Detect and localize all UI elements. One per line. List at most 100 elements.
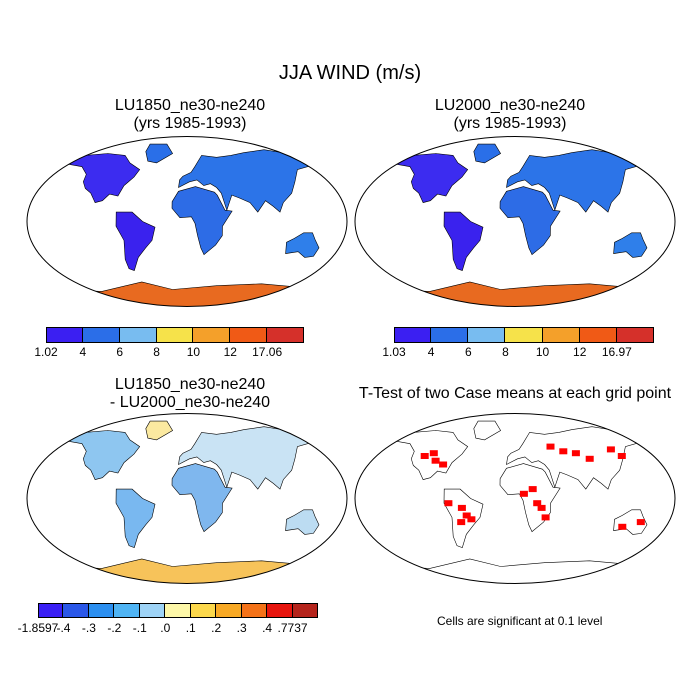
colorbar-tick-label: 8 (153, 345, 160, 359)
wind-map-lu1850 (26, 136, 348, 307)
continent-northAmerica (388, 153, 469, 203)
continent-greenland (473, 420, 502, 441)
colorbar-swatch (267, 603, 293, 618)
continent-southAmerica (443, 488, 484, 548)
colorbar-swatch (82, 327, 120, 343)
significant-cell (429, 450, 438, 457)
colorbar-swatch (616, 327, 654, 343)
colorbar-tick-label: .3 (236, 621, 247, 635)
significant-cell (537, 504, 546, 511)
panel-title-lu1850: LU1850_ne30-ne240 (yrs 1985-1993) (114, 97, 266, 132)
continent-northAmerica (388, 430, 469, 480)
significant-cell (444, 500, 453, 507)
colorbar-swatch (193, 327, 231, 343)
significant-cell (467, 516, 476, 523)
colorbar-tick-label: 12 (223, 345, 237, 359)
continent-southAmerica (443, 211, 484, 271)
panel-title-ttest: T-Test of two Case means at each grid po… (358, 385, 672, 402)
colorbar-tick-label: 6 (464, 345, 472, 359)
colorbar-tick-label: .7737 (277, 621, 308, 635)
ttest-significance-map (354, 413, 676, 584)
continent-eurasia (178, 149, 322, 213)
colorbar-tick-label: 4 (79, 345, 87, 359)
continent-northAmerica (60, 430, 141, 480)
colorbar-lu1850 (46, 327, 304, 343)
colorbar-tick-label: -.1 (132, 621, 147, 635)
colorbar-swatch (156, 327, 194, 343)
colorbar-tick-label: 6 (116, 345, 124, 359)
colorbar-tick-label: 10 (186, 345, 201, 359)
significant-cell (541, 514, 550, 521)
significant-cell (457, 504, 466, 511)
continent-southAmerica (115, 488, 156, 548)
continent-northAmerica (60, 153, 141, 203)
colorbar-swatch (292, 603, 318, 618)
figure-title: JJA WIND (m/s) (278, 62, 422, 84)
colorbar-tick-label: .2 (211, 621, 222, 635)
colorbar-swatch (119, 327, 157, 343)
colorbar-tick-label: -1.8597 (17, 621, 59, 635)
colorbar-labels-lu2000: 1.03 4 6 8 10 12 16.97 (382, 345, 654, 361)
panel-title-difference: LU1850_ne30-ne240 - LU2000_ne30-ne240 (109, 376, 271, 411)
colorbar-tick-label: 12 (573, 345, 587, 359)
continent-africa (171, 463, 233, 533)
colorbar-tick-label: 4 (427, 345, 435, 359)
colorbar-swatch (63, 603, 89, 618)
colorbar-swatch (165, 603, 191, 618)
continent-antarctica (56, 281, 318, 307)
colorbar-tick-label: 10 (535, 345, 550, 359)
colorbar-tick-label: 1.03 (382, 345, 406, 359)
colorbar-swatch (579, 327, 617, 343)
colorbar-swatch (267, 327, 304, 343)
colorbar-tick-label: -.3 (81, 621, 96, 635)
colorbar-swatch (216, 603, 242, 618)
colorbar-swatch (505, 327, 543, 343)
wind-difference-map (26, 413, 348, 584)
colorbar-swatch (431, 327, 469, 343)
significant-cell (636, 519, 645, 526)
significant-cell (439, 461, 448, 468)
colorbar-tick-label: .4 (262, 621, 273, 635)
colorbar-tick-label: 17.06 (252, 345, 283, 359)
significant-cell (617, 453, 626, 459)
significant-cell (431, 457, 440, 464)
significance-note: Cells are significant at 0.1 level (437, 614, 603, 628)
significant-cell (462, 512, 471, 519)
significant-cell (618, 523, 627, 530)
colorbar-swatch (230, 327, 268, 343)
colorbar-tick-label: 16.97 (601, 345, 632, 359)
significant-cell (420, 453, 429, 459)
colorbar-swatch (114, 603, 140, 618)
colorbar-labels-difference: -1.8597 -.4 -.3 -.2 -.1 .0 .1 .2 .3 .4 .7737 (18, 621, 318, 637)
significant-cell (559, 448, 568, 455)
colorbar-swatch (139, 603, 166, 618)
significant-cell (585, 455, 594, 462)
continent-africa (499, 186, 561, 256)
colorbar-swatch (394, 327, 432, 343)
colorbar-tick-label: -.4 (56, 621, 71, 635)
wind-map-lu2000 (354, 136, 676, 307)
significant-cell (528, 486, 537, 493)
significant-cell (606, 446, 615, 453)
colorbar-labels-lu1850: 1.02 4 6 8 10 12 17.06 (34, 345, 304, 361)
continent-eurasia (506, 149, 650, 213)
significant-cell (519, 490, 528, 497)
significant-cell (571, 450, 580, 457)
significant-cell (546, 443, 555, 450)
colorbar-tick-label: .1 (185, 621, 196, 635)
colorbar-swatch (38, 603, 64, 618)
continent-southAmerica (115, 211, 156, 271)
colorbar-swatch (241, 603, 268, 618)
continent-australia (285, 509, 320, 535)
significant-cell (533, 500, 542, 507)
continent-africa (499, 463, 561, 533)
continent-greenland (473, 143, 502, 164)
continent-eurasia (178, 426, 322, 490)
continent-australia (613, 232, 648, 258)
panel-title-lu2000: LU2000_ne30-ne240 (yrs 1985-1993) (434, 97, 586, 132)
colorbar-tick-label: 1.02 (34, 345, 58, 359)
colorbar-difference (38, 603, 318, 618)
colorbar-swatch (88, 603, 115, 618)
colorbar-lu2000 (394, 327, 654, 343)
significant-cell (457, 519, 466, 526)
